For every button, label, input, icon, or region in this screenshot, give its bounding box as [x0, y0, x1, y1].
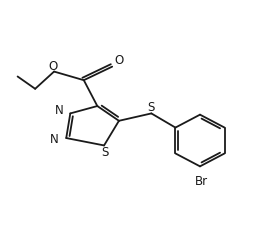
- Text: O: O: [48, 60, 57, 73]
- Text: O: O: [114, 54, 124, 67]
- Text: S: S: [102, 146, 109, 159]
- Text: N: N: [50, 133, 58, 146]
- Text: Br: Br: [195, 175, 208, 188]
- Text: N: N: [55, 105, 64, 118]
- Text: S: S: [148, 101, 155, 114]
